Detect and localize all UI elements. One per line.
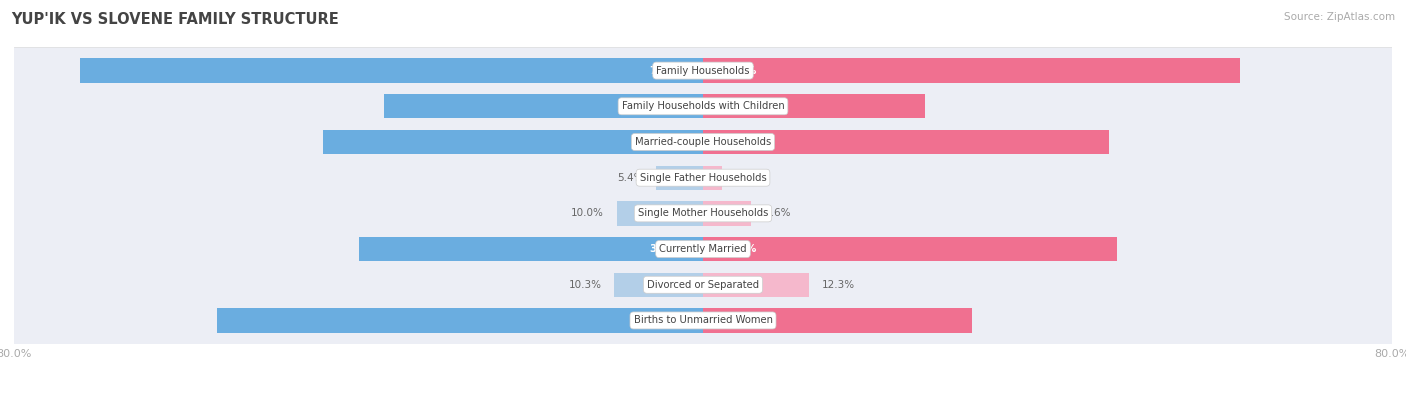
- Bar: [703, 94, 925, 118]
- Text: 25.8%: 25.8%: [720, 101, 756, 111]
- FancyBboxPatch shape: [11, 153, 1395, 203]
- Text: 10.0%: 10.0%: [571, 209, 605, 218]
- Bar: [703, 130, 1108, 154]
- Bar: [703, 166, 721, 190]
- Text: 47.1%: 47.1%: [720, 137, 756, 147]
- Text: 44.1%: 44.1%: [650, 137, 686, 147]
- Bar: [323, 130, 703, 154]
- Text: 31.2%: 31.2%: [720, 316, 756, 325]
- Bar: [80, 58, 703, 83]
- Text: Source: ZipAtlas.com: Source: ZipAtlas.com: [1284, 12, 1395, 22]
- Text: Divorced or Separated: Divorced or Separated: [647, 280, 759, 290]
- Text: 48.1%: 48.1%: [720, 244, 756, 254]
- Bar: [617, 201, 703, 226]
- Text: 5.4%: 5.4%: [617, 173, 644, 182]
- Text: 5.6%: 5.6%: [763, 209, 790, 218]
- Bar: [703, 58, 1240, 83]
- Bar: [703, 273, 808, 297]
- Bar: [384, 94, 703, 118]
- Text: Family Households with Children: Family Households with Children: [621, 101, 785, 111]
- Text: 10.3%: 10.3%: [568, 280, 602, 290]
- FancyBboxPatch shape: [11, 81, 1395, 131]
- FancyBboxPatch shape: [11, 295, 1395, 346]
- Text: Married-couple Households: Married-couple Households: [636, 137, 770, 147]
- FancyBboxPatch shape: [11, 260, 1395, 310]
- Bar: [360, 237, 703, 261]
- FancyBboxPatch shape: [11, 224, 1395, 274]
- Bar: [703, 201, 751, 226]
- Text: 62.4%: 62.4%: [720, 66, 756, 75]
- Text: 39.9%: 39.9%: [650, 244, 686, 254]
- FancyBboxPatch shape: [11, 188, 1395, 238]
- Text: 37.0%: 37.0%: [650, 101, 686, 111]
- FancyBboxPatch shape: [11, 45, 1395, 96]
- Text: 56.4%: 56.4%: [650, 316, 686, 325]
- Text: Single Mother Households: Single Mother Households: [638, 209, 768, 218]
- Bar: [657, 166, 703, 190]
- Text: YUP'IK VS SLOVENE FAMILY STRUCTURE: YUP'IK VS SLOVENE FAMILY STRUCTURE: [11, 12, 339, 27]
- Bar: [703, 237, 1118, 261]
- FancyBboxPatch shape: [11, 117, 1395, 167]
- Text: Births to Unmarried Women: Births to Unmarried Women: [634, 316, 772, 325]
- Bar: [614, 273, 703, 297]
- Text: Currently Married: Currently Married: [659, 244, 747, 254]
- Text: 12.3%: 12.3%: [823, 280, 855, 290]
- Text: 72.4%: 72.4%: [650, 66, 686, 75]
- Text: Family Households: Family Households: [657, 66, 749, 75]
- Bar: [218, 308, 703, 333]
- Text: 2.2%: 2.2%: [735, 173, 762, 182]
- Text: Single Father Households: Single Father Households: [640, 173, 766, 182]
- Bar: [703, 308, 972, 333]
